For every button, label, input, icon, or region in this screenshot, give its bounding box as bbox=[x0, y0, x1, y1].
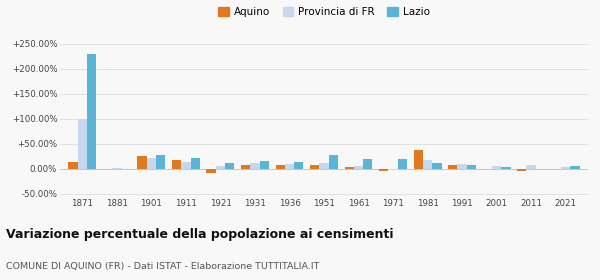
Bar bbox=[78, 118, 87, 169]
Bar bbox=[216, 166, 225, 169]
Bar bbox=[354, 166, 363, 169]
Bar bbox=[294, 162, 304, 169]
Bar bbox=[68, 162, 78, 169]
Bar bbox=[570, 166, 580, 169]
Bar bbox=[275, 165, 285, 169]
Text: Variazione percentuale della popolazione ai censimenti: Variazione percentuale della popolazione… bbox=[6, 228, 394, 241]
Bar bbox=[457, 164, 467, 169]
Bar bbox=[501, 167, 511, 169]
Bar bbox=[137, 156, 147, 169]
Bar bbox=[172, 160, 181, 169]
Bar bbox=[448, 165, 457, 169]
Bar bbox=[467, 165, 476, 169]
Bar bbox=[147, 158, 156, 169]
Bar bbox=[413, 150, 423, 169]
Bar bbox=[423, 160, 432, 169]
Bar bbox=[319, 162, 329, 169]
Bar bbox=[561, 167, 570, 169]
Text: COMUNE DI AQUINO (FR) - Dati ISTAT - Elaborazione TUTTITALIA.IT: COMUNE DI AQUINO (FR) - Dati ISTAT - Ela… bbox=[6, 262, 319, 271]
Bar bbox=[363, 158, 373, 169]
Bar bbox=[241, 165, 250, 169]
Bar bbox=[250, 162, 260, 169]
Bar bbox=[329, 155, 338, 169]
Bar bbox=[156, 155, 166, 169]
Bar bbox=[379, 169, 388, 171]
Bar bbox=[344, 167, 354, 169]
Bar bbox=[260, 161, 269, 169]
Bar bbox=[181, 162, 191, 169]
Bar bbox=[432, 162, 442, 169]
Bar bbox=[112, 167, 122, 169]
Bar bbox=[398, 158, 407, 169]
Bar bbox=[310, 165, 319, 169]
Bar bbox=[526, 165, 536, 169]
Legend: Aquino, Provincia di FR, Lazio: Aquino, Provincia di FR, Lazio bbox=[214, 3, 434, 21]
Bar bbox=[285, 164, 294, 169]
Bar bbox=[517, 169, 526, 171]
Bar bbox=[206, 169, 216, 172]
Bar bbox=[87, 53, 97, 169]
Bar bbox=[492, 166, 501, 169]
Bar bbox=[225, 162, 235, 169]
Bar bbox=[191, 158, 200, 169]
